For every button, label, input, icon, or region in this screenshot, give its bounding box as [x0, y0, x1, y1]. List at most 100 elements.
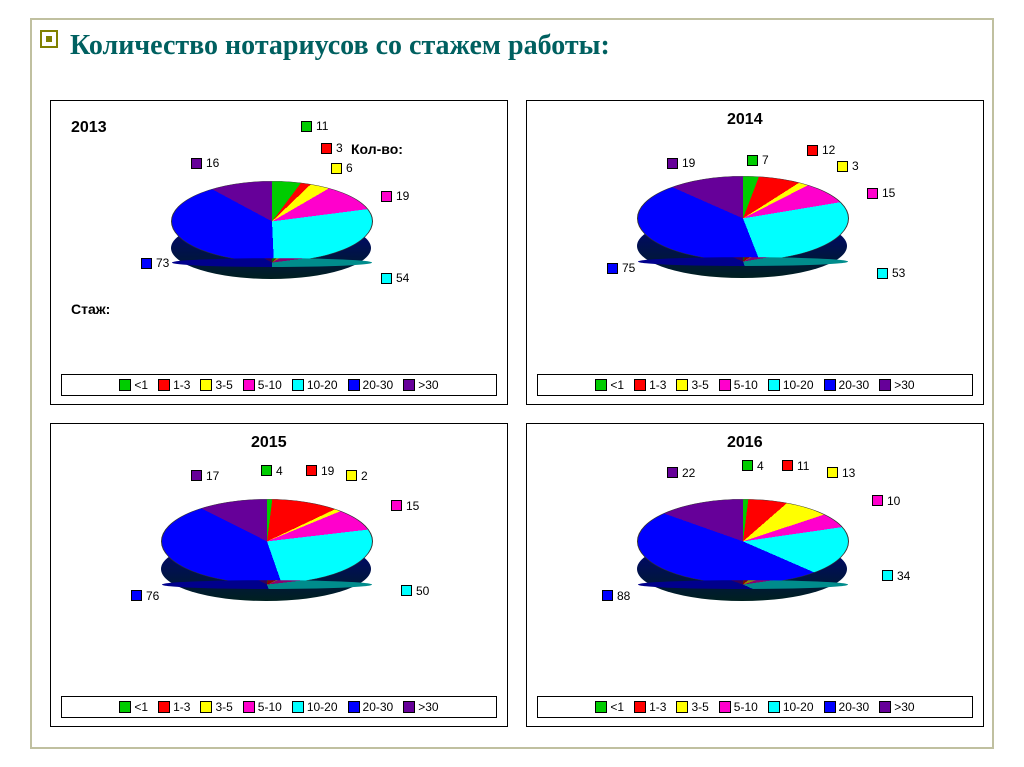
data-swatch	[321, 143, 332, 154]
legend-swatch	[158, 379, 170, 391]
legend-item: 1-3	[158, 378, 190, 392]
legend-label: 10-20	[783, 700, 814, 714]
data-swatch	[391, 500, 402, 511]
legend-swatch	[719, 379, 731, 391]
legend-item: 10-20	[292, 700, 338, 714]
data-value: 19	[396, 189, 409, 203]
legend-swatch	[676, 701, 688, 713]
legend-label: 1-3	[649, 700, 666, 714]
legend-item: 1-3	[634, 378, 666, 392]
legend-swatch	[879, 701, 891, 713]
legend-label: 10-20	[783, 378, 814, 392]
data-label: 4	[742, 459, 764, 473]
legend-item: <1	[119, 700, 148, 714]
data-value: 16	[206, 156, 219, 170]
legend-label: <1	[610, 378, 624, 392]
data-value: 22	[682, 466, 695, 480]
chart-panel-2015: 2015419215507617<11-33-55-1010-2020-30>3…	[50, 423, 508, 728]
chart-panel-2016: 20164111310348822<11-33-55-1010-2020-30>…	[526, 423, 984, 728]
data-value: 6	[346, 161, 353, 175]
data-value: 17	[206, 469, 219, 483]
data-value: 73	[156, 256, 169, 270]
data-value: 34	[897, 569, 910, 583]
legend-item: >30	[403, 700, 438, 714]
legend-swatch	[879, 379, 891, 391]
legend-label: 20-30	[839, 378, 870, 392]
legend-item: <1	[119, 378, 148, 392]
legend-swatch	[243, 701, 255, 713]
data-value: 50	[416, 584, 429, 598]
data-value: 19	[321, 464, 334, 478]
legend-label: 10-20	[307, 700, 338, 714]
data-swatch	[141, 258, 152, 269]
data-value: 88	[617, 589, 630, 603]
legend-item: >30	[879, 700, 914, 714]
data-value: 12	[822, 143, 835, 157]
data-label: 50	[401, 584, 429, 598]
legend-item: 5-10	[719, 378, 758, 392]
data-value: 15	[882, 186, 895, 200]
legend-item: 5-10	[243, 378, 282, 392]
pie-chart	[637, 176, 849, 261]
axis-label: Кол-во:	[351, 141, 403, 157]
data-value: 3	[852, 159, 859, 173]
data-label: 53	[877, 266, 905, 280]
legend-item: 20-30	[824, 378, 870, 392]
data-label: 88	[602, 589, 630, 603]
data-label: 7	[747, 153, 769, 167]
panel-title: 2015	[251, 434, 287, 452]
data-swatch	[306, 465, 317, 476]
pie-chart	[637, 499, 849, 584]
data-swatch	[346, 470, 357, 481]
data-label: 12	[807, 143, 835, 157]
legend-swatch	[403, 701, 415, 713]
legend-swatch	[158, 701, 170, 713]
legend-label: >30	[894, 700, 914, 714]
data-label: 4	[261, 464, 283, 478]
legend-swatch	[768, 379, 780, 391]
legend-swatch	[348, 379, 360, 391]
legend-label: 20-30	[839, 700, 870, 714]
data-value: 54	[396, 271, 409, 285]
data-value: 4	[276, 464, 283, 478]
legend-item: 3-5	[676, 378, 708, 392]
legend-item: 10-20	[768, 378, 814, 392]
data-label: 13	[827, 466, 855, 480]
pie-chart	[171, 181, 373, 262]
legend-label: 10-20	[307, 378, 338, 392]
chart-legend: <11-33-55-1010-2020-30>30	[537, 696, 973, 718]
legend-item: >30	[879, 378, 914, 392]
data-label: 10	[872, 494, 900, 508]
legend-swatch	[634, 379, 646, 391]
data-swatch	[261, 465, 272, 476]
data-swatch	[191, 158, 202, 169]
legend-label: 3-5	[691, 700, 708, 714]
legend-label: 5-10	[258, 700, 282, 714]
legend-item: 1-3	[634, 700, 666, 714]
legend-label: <1	[610, 700, 624, 714]
data-label: 75	[607, 261, 635, 275]
legend-label: 1-3	[173, 378, 190, 392]
data-label: 34	[882, 569, 910, 583]
legend-swatch	[634, 701, 646, 713]
data-label: 11	[301, 119, 328, 133]
data-label: 11	[782, 459, 809, 473]
data-label: 19	[306, 464, 334, 478]
data-label: 19	[381, 189, 409, 203]
legend-item: 20-30	[824, 700, 870, 714]
legend-swatch	[119, 379, 131, 391]
panel-title: 2014	[727, 111, 763, 129]
legend-swatch	[595, 379, 607, 391]
legend-item: <1	[595, 378, 624, 392]
data-value: 76	[146, 589, 159, 603]
legend-label: 20-30	[363, 378, 394, 392]
chart-legend: <11-33-55-1010-2020-30>30	[61, 696, 497, 718]
chart-panel-2014: 2014712315537519<11-33-55-1010-2020-30>3…	[526, 100, 984, 405]
data-swatch	[837, 161, 848, 172]
data-label: 6	[331, 161, 353, 175]
data-label: 76	[131, 589, 159, 603]
data-label: 17	[191, 469, 219, 483]
data-swatch	[401, 585, 412, 596]
data-swatch	[381, 273, 392, 284]
data-swatch	[191, 470, 202, 481]
